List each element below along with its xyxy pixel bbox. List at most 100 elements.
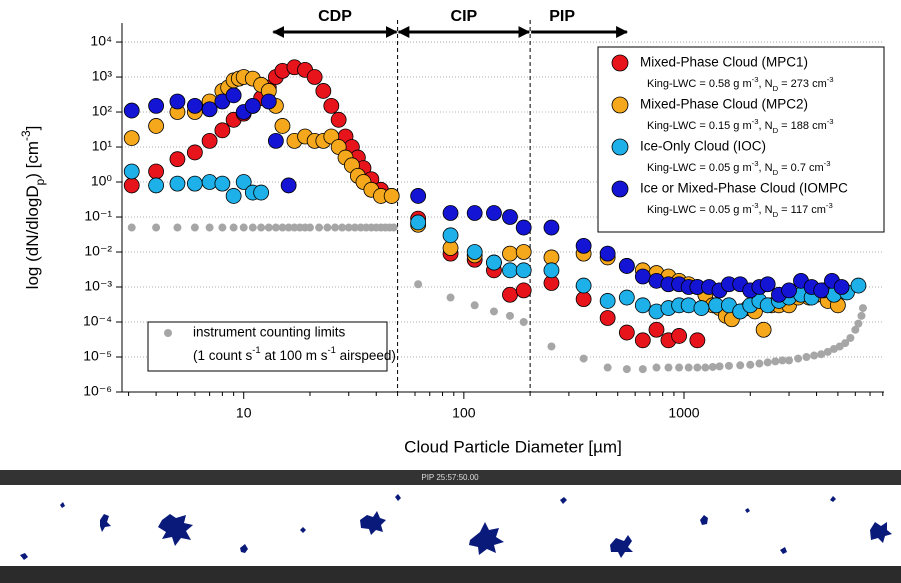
point — [680, 297, 697, 314]
point — [771, 357, 780, 366]
y-tick-label: 10³ — [92, 68, 113, 84]
point — [841, 339, 850, 348]
point — [315, 223, 324, 232]
point — [634, 297, 651, 314]
text-part: , N — [759, 162, 773, 174]
text-part: D — [773, 168, 779, 177]
text-part: King-LWC = 0.05 g m — [647, 162, 752, 174]
text-part: -3 — [752, 117, 759, 126]
strip-header — [0, 470, 901, 485]
point — [278, 223, 287, 232]
text-part: King-LWC = 0.15 g m — [647, 120, 752, 132]
point — [186, 144, 203, 161]
text-part: -3 — [826, 201, 833, 210]
point — [148, 118, 165, 134]
point — [271, 223, 280, 232]
point — [850, 277, 867, 294]
point — [575, 237, 592, 254]
point — [618, 258, 635, 274]
point — [502, 262, 518, 279]
point — [383, 188, 400, 204]
point — [724, 361, 733, 370]
point — [652, 363, 661, 372]
limits-legend-marker — [164, 329, 172, 337]
text-part: -3 — [752, 75, 759, 84]
text-part: D — [773, 126, 779, 135]
point — [715, 362, 724, 371]
point — [148, 177, 165, 194]
point — [260, 93, 277, 110]
point — [854, 319, 863, 328]
limits-legend-box — [147, 321, 388, 372]
legend-detail: King-LWC = 0.05 g m-3, ND = 117 cm-3 — [647, 201, 833, 219]
point — [257, 223, 266, 232]
point — [470, 301, 479, 310]
point — [244, 97, 261, 114]
point — [515, 262, 532, 279]
point — [543, 262, 560, 279]
point — [543, 219, 560, 236]
text-part: -3 — [824, 159, 831, 168]
text-part: at 100 m s — [261, 348, 328, 363]
point — [858, 304, 867, 313]
legend-box — [597, 46, 885, 233]
point — [575, 291, 592, 308]
text-part: (1 count s — [193, 348, 253, 363]
point — [502, 209, 518, 225]
strip-footer — [0, 566, 901, 583]
region-label: CIP — [451, 8, 478, 25]
point — [823, 347, 832, 356]
legend-label: Mixed-Phase Cloud (MPC1) — [640, 55, 808, 70]
point — [708, 362, 717, 371]
point — [389, 223, 398, 232]
text-part: -1 — [327, 345, 335, 356]
legend-label: Mixed-Phase Cloud (MPC2) — [640, 97, 808, 112]
text-part: airspeed) — [336, 348, 396, 363]
point — [781, 282, 797, 299]
point — [410, 214, 427, 231]
point — [173, 223, 182, 232]
point — [802, 353, 811, 362]
point — [201, 132, 218, 149]
point — [684, 363, 693, 372]
point — [186, 175, 203, 192]
point — [634, 332, 651, 349]
point — [486, 205, 502, 221]
limits-legend-label: instrument counting limits — [193, 325, 346, 340]
point — [689, 332, 706, 349]
point — [148, 97, 165, 114]
point — [331, 223, 340, 232]
point — [675, 363, 684, 372]
point — [638, 365, 647, 374]
legend-detail: King-LWC = 0.15 g m-3, ND = 188 cm-3 — [647, 117, 834, 135]
text-part: , N — [759, 78, 773, 90]
point — [575, 277, 592, 294]
text-part: -3 — [752, 159, 759, 168]
legend-marker — [611, 54, 629, 72]
point — [186, 97, 203, 114]
text-part: D — [773, 84, 779, 93]
point — [218, 223, 227, 232]
point — [344, 223, 353, 232]
point — [280, 177, 297, 194]
point — [290, 223, 299, 232]
point — [190, 223, 199, 232]
y-axis-label: log (dN/dlogDp) [cm-3] — [19, 126, 47, 290]
point — [519, 318, 528, 327]
x-tick-label: 1000 — [668, 405, 699, 421]
point — [701, 363, 710, 372]
point — [810, 351, 819, 360]
point — [214, 122, 231, 139]
text-part: , N — [759, 204, 773, 216]
text-part: -3 — [827, 117, 834, 126]
text-part: D — [773, 210, 779, 219]
limits-legend-note: (1 count s-1 at 100 m s-1 airspeed) — [193, 345, 396, 363]
point — [634, 268, 651, 285]
point — [446, 293, 455, 302]
point — [442, 205, 459, 221]
point — [755, 321, 772, 338]
y-tick-label: 10⁻² — [84, 243, 112, 259]
point — [755, 359, 764, 368]
point — [599, 245, 616, 262]
point — [323, 97, 340, 114]
